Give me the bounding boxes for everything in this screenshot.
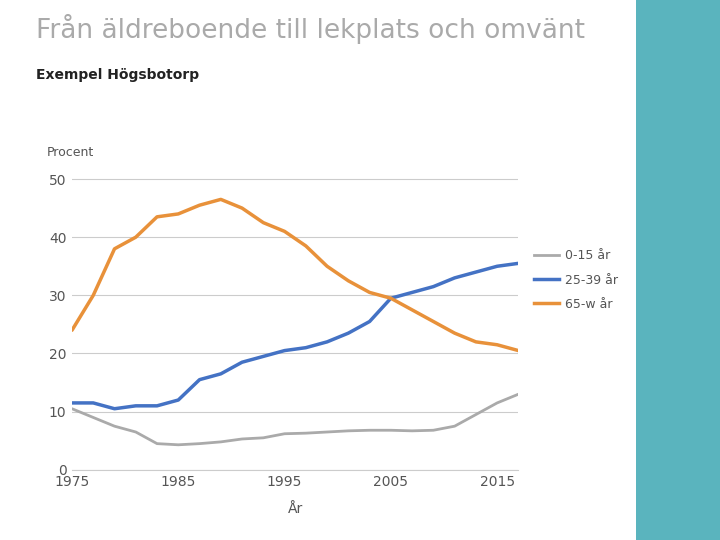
Text: Procent: Procent [47, 146, 94, 159]
Legend: 0-15 år, 25-39 år, 65-w år: 0-15 år, 25-39 år, 65-w år [534, 249, 618, 310]
Text: Från äldreboende till lekplats och omvänt: Från äldreboende till lekplats och omvän… [36, 14, 585, 44]
Text: Exempel Högsbotorp: Exempel Högsbotorp [36, 68, 199, 82]
Text: År: År [287, 502, 303, 516]
